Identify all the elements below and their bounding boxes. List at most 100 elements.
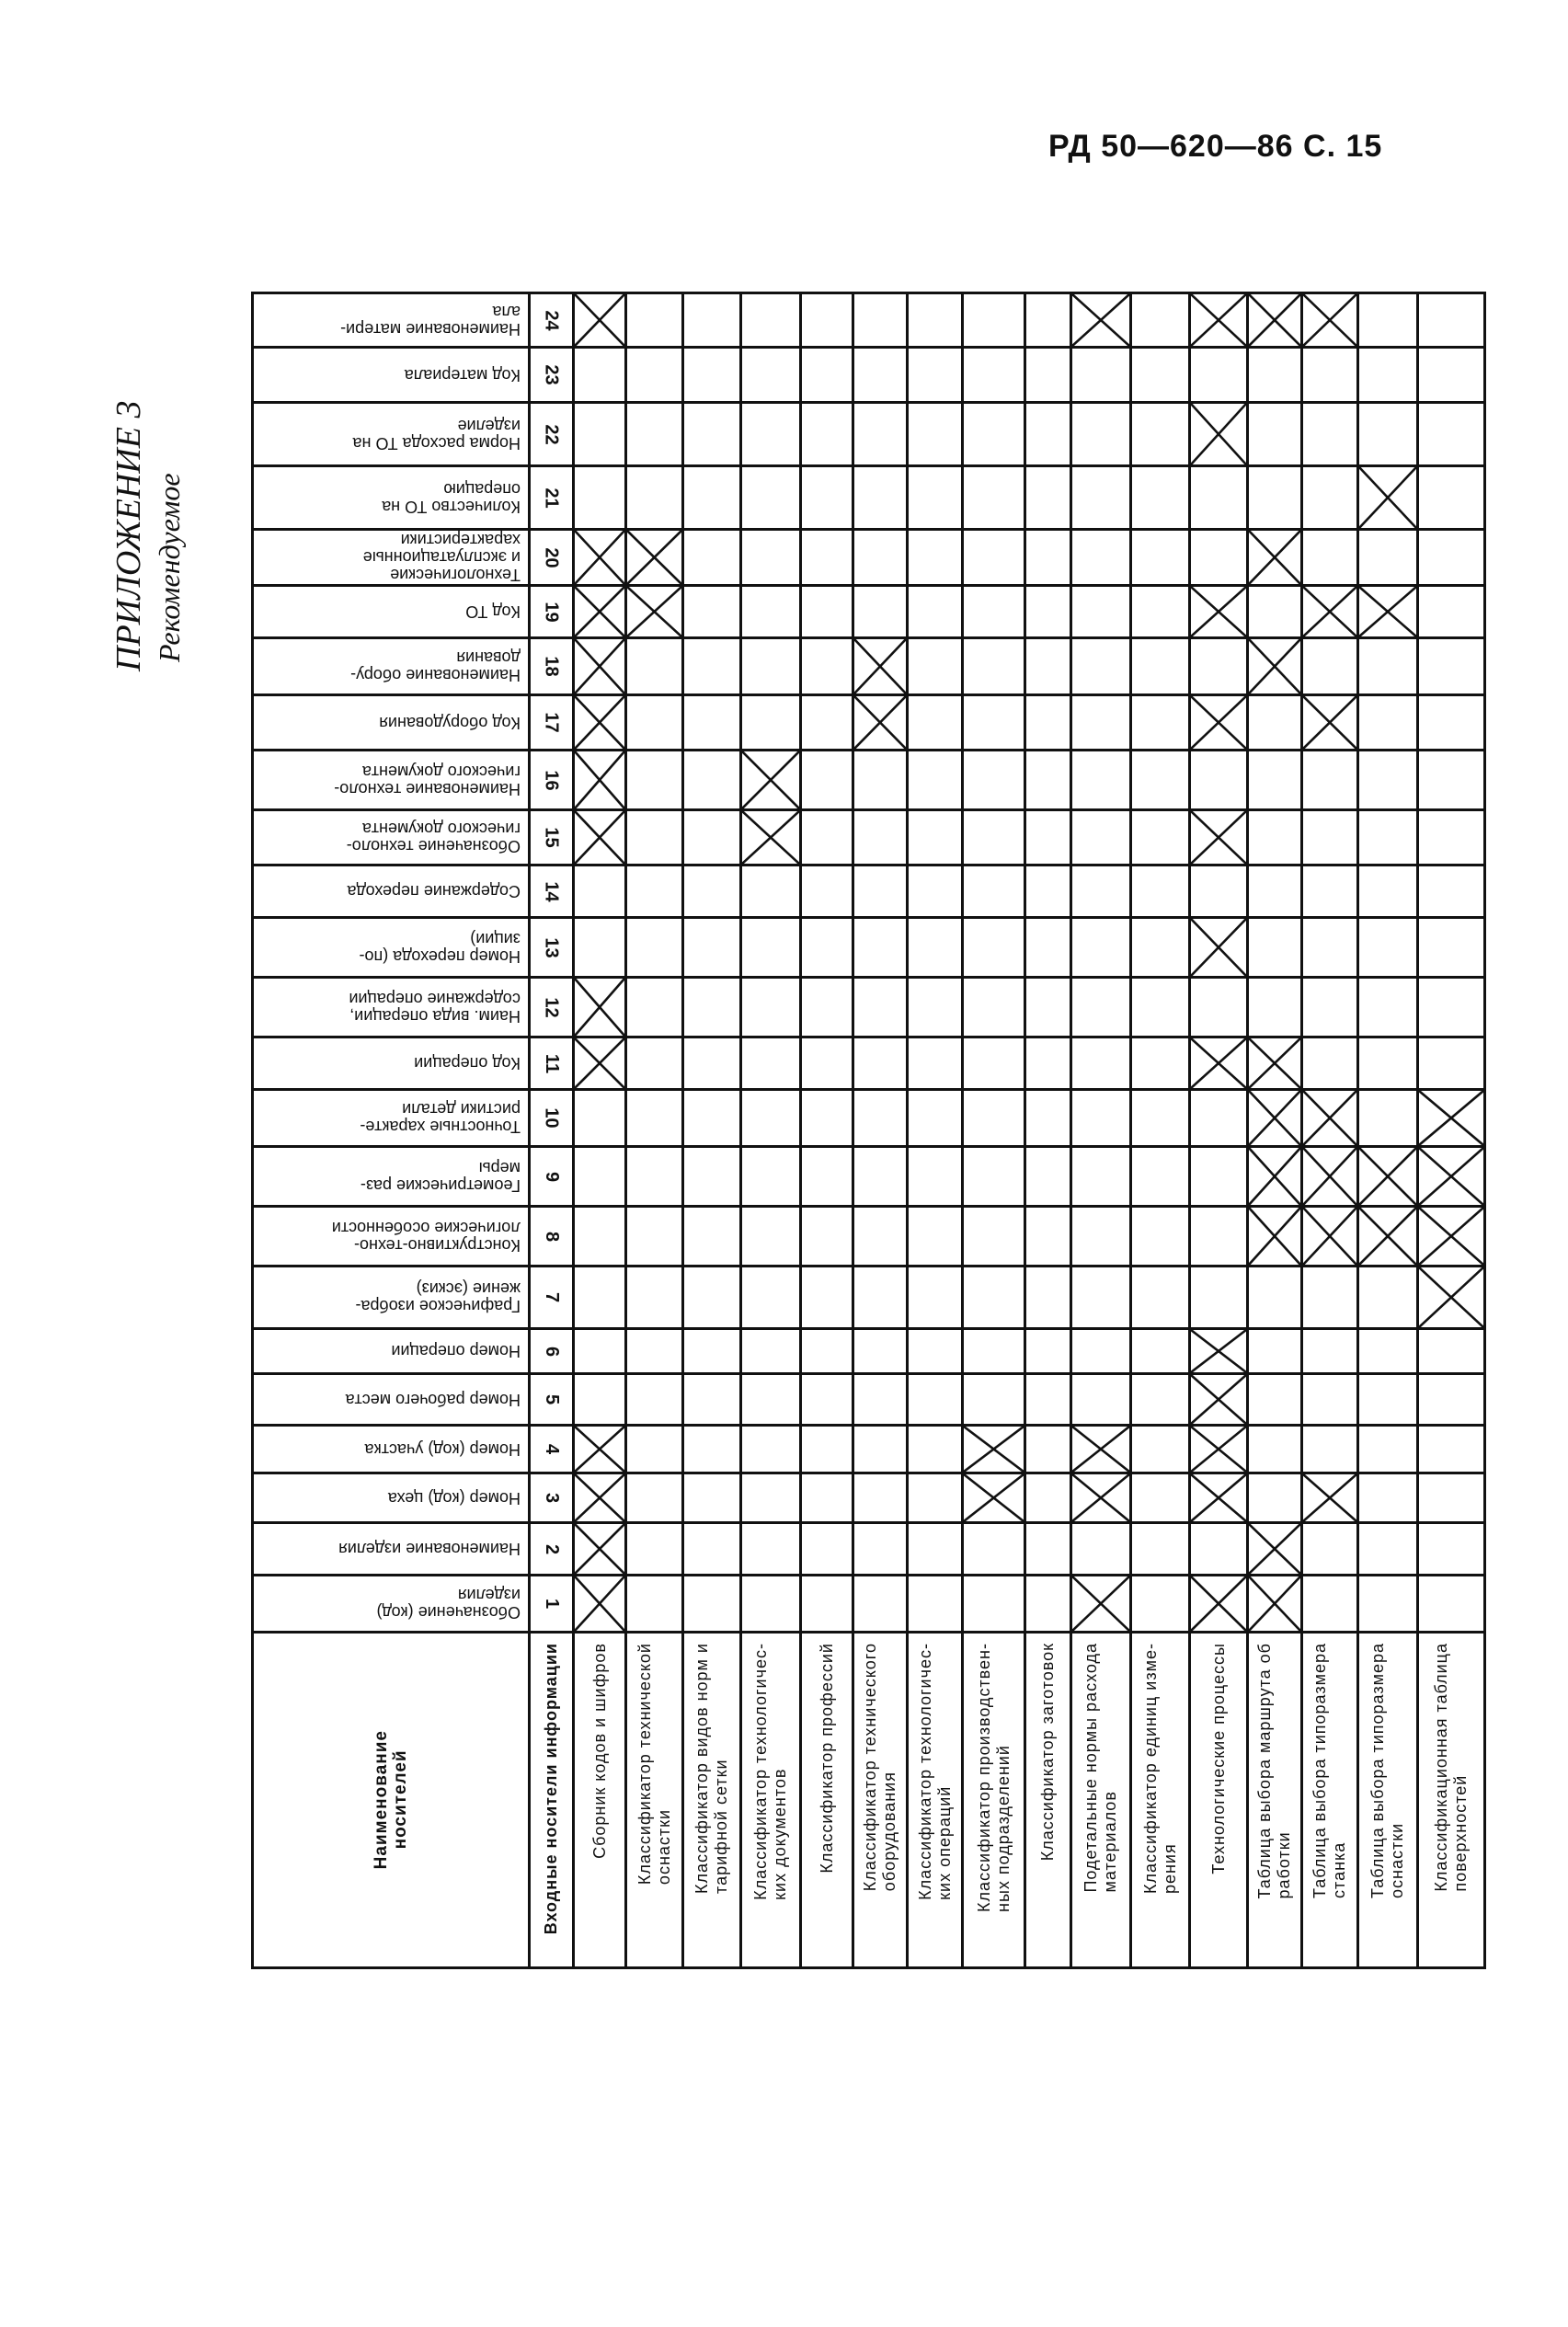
- matrix-cell: [1191, 1208, 1249, 1267]
- matrix-cell: [627, 639, 684, 696]
- matrix-cell: [1026, 639, 1072, 696]
- matrix-cell: [1026, 467, 1072, 531]
- matrix-cell: [1303, 1208, 1359, 1267]
- row-label-cell: Наим. вида операции, содержание операции: [254, 979, 531, 1038]
- matrix-cell: [964, 1474, 1026, 1524]
- matrix-cell: [1303, 294, 1359, 349]
- matrix-cell: [1072, 1524, 1132, 1576]
- carrier-header-cell: Классификатор заготовок: [1026, 1633, 1072, 1969]
- cross-mark: [575, 696, 624, 749]
- cross-mark: [1191, 587, 1246, 636]
- matrix-cell: [802, 1576, 854, 1633]
- matrix-cell: [909, 404, 964, 467]
- matrix-cell: [964, 866, 1026, 919]
- matrix-cell: [1132, 866, 1191, 919]
- row-number-cell: 1: [531, 1576, 575, 1633]
- page-header: РД 50—620—86 С. 15: [1048, 129, 1383, 164]
- matrix-cell: [742, 1474, 802, 1524]
- row-number-cell: 14: [531, 866, 575, 919]
- matrix-cell: [854, 531, 909, 587]
- cross-mark: [575, 1576, 624, 1631]
- row-label: Номер перехода (по- зиции): [359, 930, 521, 966]
- cross-stroke: [742, 751, 799, 808]
- matrix-cell: [1026, 1267, 1072, 1330]
- matrix-cell: [742, 639, 802, 696]
- carrier-header: Классификатор технического оборудования: [861, 1643, 898, 1892]
- matrix-cell: [575, 751, 627, 811]
- matrix-cell: [1132, 1267, 1191, 1330]
- cross-stroke: [1191, 1427, 1246, 1472]
- matrix-cell: [1132, 1148, 1191, 1208]
- matrix-cell: [1419, 467, 1486, 531]
- matrix-cell: [1303, 1038, 1359, 1091]
- matrix-cell: [854, 866, 909, 919]
- carrier-header: Таблица выбора типоразмера оснастки: [1368, 1643, 1406, 1898]
- matrix-cell: [909, 1330, 964, 1375]
- cross-stroke: [854, 639, 906, 694]
- matrix-cell: [802, 696, 854, 751]
- matrix-cell: [1072, 531, 1132, 587]
- cross-stroke: [1359, 467, 1416, 528]
- matrix-cell: [1191, 979, 1249, 1038]
- cross-stroke: [1359, 587, 1416, 636]
- matrix-cell: [742, 866, 802, 919]
- matrix-cell: [627, 404, 684, 467]
- cross-stroke: [964, 1427, 1024, 1472]
- row-number: 15: [542, 827, 562, 848]
- carrier-header-cell: Сборник кодов и шифров: [575, 1633, 627, 1969]
- matrix-cell: [854, 1576, 909, 1633]
- cross-mark: [1303, 1208, 1356, 1265]
- row-label: Наименование техноло- гического документ…: [334, 762, 521, 798]
- matrix-cell: [1026, 1474, 1072, 1524]
- matrix-cell: [1191, 1267, 1249, 1330]
- matrix-cell: [684, 811, 742, 866]
- matrix-cell: [854, 639, 909, 696]
- matrix-cell: [854, 1375, 909, 1427]
- row-number-cell: 20: [531, 531, 575, 587]
- matrix-cell: [1249, 811, 1303, 866]
- matrix-cell: [909, 751, 964, 811]
- row-number: 14: [542, 880, 562, 902]
- matrix-cell: [627, 751, 684, 811]
- row-label-cell: Код материала: [254, 349, 531, 404]
- cross-stroke: [1191, 696, 1246, 749]
- appendix-subtitle: Рекомендуемое: [153, 473, 186, 662]
- cross-stroke: [1191, 1474, 1246, 1521]
- matrix-cell: [1191, 639, 1249, 696]
- cross-stroke: [1303, 1148, 1356, 1205]
- row-label: Количество ТО на операцию: [382, 480, 521, 516]
- row-label-cell: Точностные характе- ристики детали: [254, 1091, 531, 1148]
- input-carriers-header: Входные носители информации: [542, 1643, 560, 1935]
- matrix-cell: [627, 1576, 684, 1633]
- matrix-cell: [909, 979, 964, 1038]
- matrix-cell: [742, 294, 802, 349]
- cross-mark: [1072, 1474, 1129, 1521]
- matrix-cell: [1249, 1038, 1303, 1091]
- matrix-cell: [1249, 531, 1303, 587]
- matrix-cell: [1419, 639, 1486, 696]
- matrix-cell: [1191, 587, 1249, 639]
- corner-header-cell: Наименование носителей: [254, 1633, 531, 1969]
- row-number: 6: [542, 1346, 562, 1357]
- cross-stroke: [1072, 1474, 1129, 1521]
- matrix-cell: [1249, 866, 1303, 919]
- matrix-cell: [1072, 587, 1132, 639]
- matrix-cell: [742, 979, 802, 1038]
- cross-mark: [575, 811, 624, 864]
- cross-stroke: [1419, 1208, 1483, 1265]
- carrier-header: Классификатор видов норм и тарифной сетк…: [692, 1643, 730, 1894]
- matrix-cell: [627, 1474, 684, 1524]
- matrix-cell: [909, 1148, 964, 1208]
- matrix-cell: [1249, 349, 1303, 404]
- matrix-cell: [575, 1038, 627, 1091]
- matrix-cell: [1359, 1330, 1419, 1375]
- cross-mark: [1249, 1091, 1300, 1145]
- matrix-cell: [854, 979, 909, 1038]
- cross-mark: [1303, 1148, 1356, 1205]
- cross-stroke: [575, 696, 624, 749]
- matrix-cell: [575, 1330, 627, 1375]
- row-label-cell: Наименование изделия: [254, 1524, 531, 1576]
- matrix-cell: [1249, 979, 1303, 1038]
- matrix-cell: [1419, 1091, 1486, 1148]
- row-number: 19: [542, 601, 562, 623]
